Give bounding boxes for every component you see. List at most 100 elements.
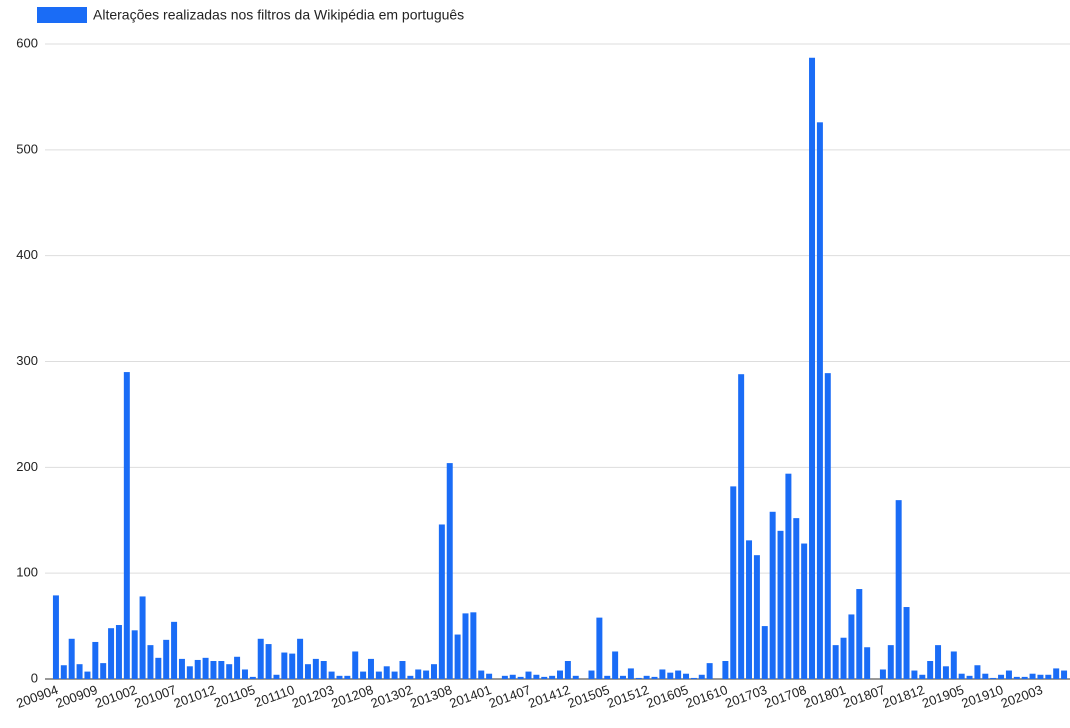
bar: [1053, 668, 1060, 679]
bar: [1013, 676, 1020, 679]
bar: [470, 612, 477, 679]
bar: [423, 670, 430, 679]
bar: [690, 677, 697, 679]
bar: [178, 658, 185, 679]
bar: [942, 666, 949, 679]
bar: [612, 651, 619, 679]
bar: [769, 511, 776, 679]
bar: [706, 663, 713, 679]
bar: [517, 676, 524, 679]
bar: [147, 645, 154, 679]
bar: [974, 665, 981, 679]
bar: [360, 671, 367, 679]
bar: [604, 675, 611, 679]
bar: [848, 614, 855, 679]
bar: [108, 628, 115, 679]
y-tick-label: 200: [16, 459, 38, 474]
bar: [643, 675, 650, 679]
bar: [864, 647, 871, 679]
legend-label: Alterações realizadas nos filtros da Wik…: [93, 7, 464, 23]
bar: [131, 630, 138, 679]
bar: [186, 666, 193, 679]
bar: [557, 670, 563, 679]
bar: [336, 675, 343, 679]
bar: [139, 596, 146, 679]
bar: [367, 658, 374, 679]
x-tick-label: 201105: [212, 682, 257, 711]
bar: [68, 638, 75, 679]
bar: [635, 677, 642, 679]
bar: [549, 675, 556, 679]
bar: [241, 669, 248, 679]
bar: [281, 652, 288, 679]
bar: [801, 543, 808, 679]
bar: [832, 645, 839, 679]
bar: [100, 663, 107, 679]
bar: [115, 625, 122, 679]
bar: [919, 674, 926, 679]
bar: [407, 675, 414, 679]
bar: [958, 673, 965, 679]
bar: [194, 659, 201, 679]
bar: [1029, 673, 1036, 679]
bar: [746, 540, 753, 679]
bar: [218, 661, 225, 679]
bar: [501, 675, 508, 679]
bar: [935, 645, 942, 679]
bar: [927, 661, 934, 679]
bar: [509, 674, 516, 679]
x-tick-label: 202003: [999, 682, 1045, 711]
bar: [226, 664, 233, 679]
bar: [1045, 674, 1052, 679]
x-tick-label: 201012: [172, 682, 218, 711]
bar: [478, 670, 485, 679]
bar: [430, 664, 437, 679]
bar: [76, 664, 83, 679]
bar: [809, 57, 816, 679]
bar: [541, 676, 548, 679]
bar: [265, 644, 272, 679]
bar: [588, 670, 595, 679]
bar: [155, 657, 162, 679]
bar: [738, 374, 745, 679]
y-tick-label: 600: [16, 35, 38, 50]
bar: [675, 670, 682, 679]
bar: [297, 638, 304, 679]
bar: [824, 373, 831, 679]
bar: [202, 657, 209, 679]
legend-swatch: [37, 7, 87, 23]
bar: [761, 626, 768, 679]
bar: [60, 665, 67, 679]
bar: [84, 671, 91, 679]
bar: [312, 658, 319, 679]
bar: [375, 671, 382, 679]
bar: [911, 670, 918, 679]
bar: [391, 671, 398, 679]
bar: [352, 651, 359, 679]
bar: [234, 656, 241, 679]
bar: [667, 672, 674, 679]
bar: [1005, 670, 1012, 679]
bar: [533, 674, 540, 679]
bar: [525, 671, 532, 679]
bar: [123, 372, 130, 679]
bar: [163, 639, 170, 679]
bar: [52, 595, 59, 679]
bar: [328, 671, 335, 679]
bar: [304, 664, 311, 679]
bar: [596, 617, 603, 679]
bar: [572, 675, 579, 679]
bar: [777, 530, 784, 679]
bar: [840, 637, 847, 679]
bar: [257, 638, 264, 679]
bar: [879, 669, 886, 679]
bar: [171, 621, 178, 679]
bar: [966, 675, 973, 679]
bar: [895, 500, 902, 679]
bar: [344, 675, 351, 679]
bar: [320, 661, 327, 679]
bar: [793, 518, 800, 679]
bar: [722, 661, 729, 679]
bar: [856, 589, 863, 679]
